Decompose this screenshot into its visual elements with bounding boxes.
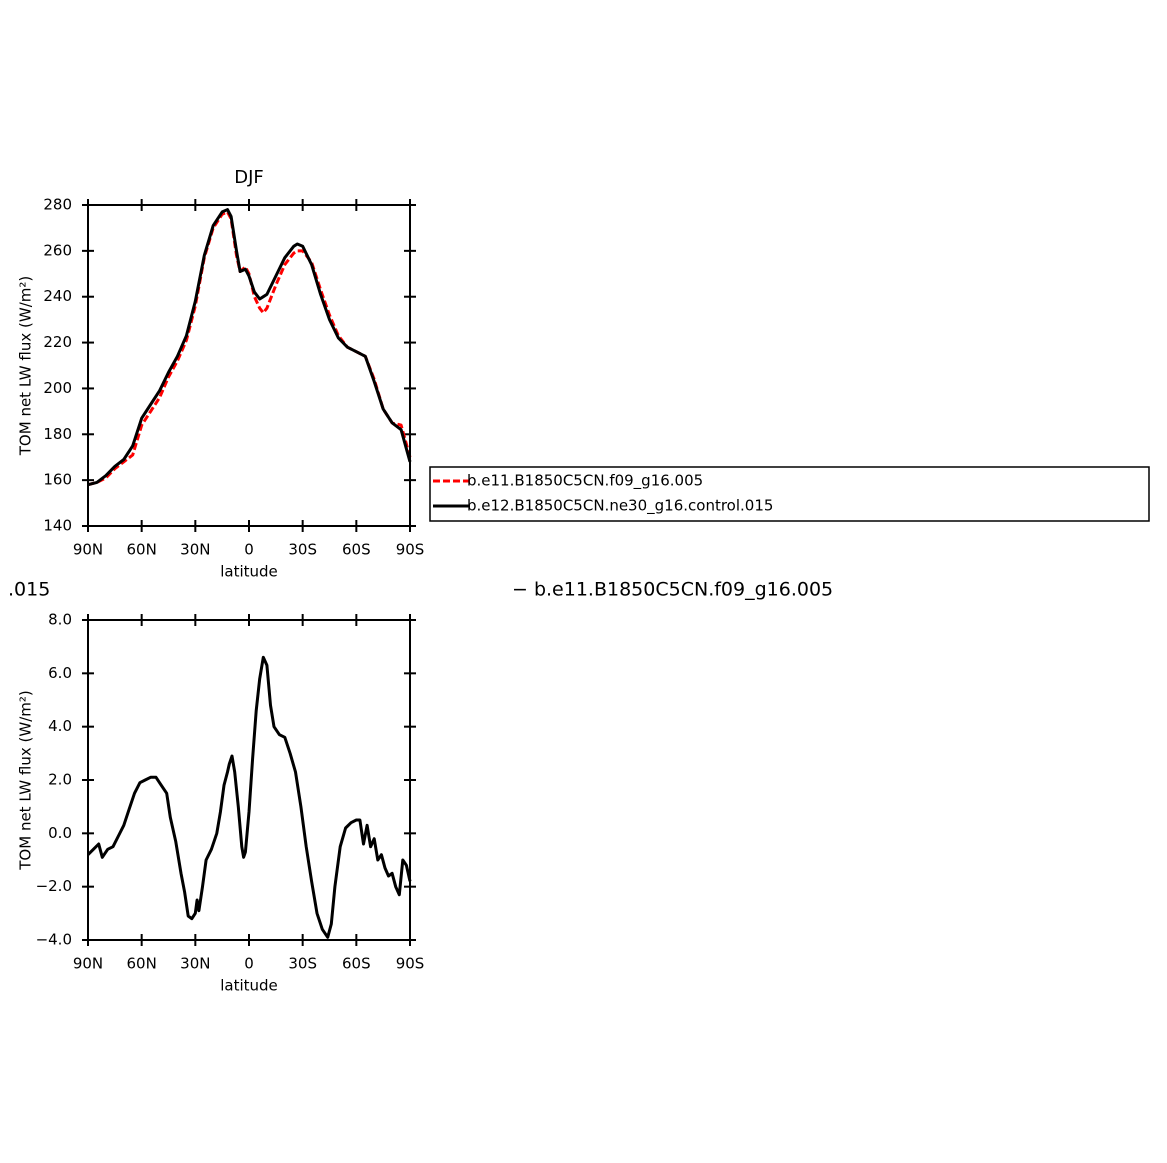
y-tick-label: 180: [43, 425, 72, 443]
x-tick-label: 60S: [342, 541, 371, 559]
x-tick-label: 0: [244, 541, 254, 559]
y-tick-label: 220: [43, 333, 72, 351]
x-tick-label: 90N: [73, 955, 103, 973]
y-tick-label: 6.0: [48, 664, 72, 682]
data-line: [87, 208, 412, 487]
x-tick-label: 30S: [288, 955, 317, 973]
legend-label: b.e12.B1850C5CN.ne30_g16.control.015: [467, 497, 773, 516]
y-axis-label: TOM net LW flux (W/m²): [17, 690, 35, 870]
y-tick-label: 2.0: [48, 771, 72, 789]
data-line: [87, 210, 412, 487]
y-tick-label: 280: [43, 196, 72, 214]
y-tick-label: 240: [43, 287, 72, 305]
plot-frame: [87, 204, 411, 527]
annotation: .015: [8, 579, 50, 601]
y-axis-label: TOM net LW flux (W/m²): [17, 276, 35, 456]
x-tick-label: 30S: [288, 541, 317, 559]
y-tick-label: 8.0: [48, 611, 72, 629]
x-tick-label: 90S: [396, 541, 425, 559]
y-tick-label: 160: [43, 471, 72, 489]
y-tick-label: −2.0: [36, 877, 72, 895]
y-tick-label: 140: [43, 517, 72, 535]
x-tick-label: 90N: [73, 541, 103, 559]
legend-label: b.e11.B1850C5CN.f09_g16.005: [467, 472, 703, 491]
x-axis-label: latitude: [220, 563, 278, 581]
x-tick-label: 30N: [180, 541, 210, 559]
y-tick-label: 200: [43, 379, 72, 397]
chart-title: DJF: [234, 167, 264, 188]
y-tick-label: −4.0: [36, 931, 72, 949]
legend-box: [429, 466, 1150, 522]
y-tick-label: 4.0: [48, 717, 72, 735]
x-tick-label: 60S: [342, 955, 371, 973]
x-tick-label: 90S: [396, 955, 425, 973]
annotation: − b.e11.B1850C5CN.f09_g16.005: [512, 579, 833, 601]
x-tick-label: 60N: [127, 541, 157, 559]
x-axis-label: latitude: [220, 977, 278, 995]
y-tick-label: 0.0: [48, 824, 72, 842]
data-line: [86, 655, 412, 939]
y-tick-label: 260: [43, 241, 72, 259]
plot-frame: [87, 619, 411, 941]
x-tick-label: 0: [244, 955, 254, 973]
x-tick-label: 30N: [180, 955, 210, 973]
x-tick-label: 60N: [127, 955, 157, 973]
